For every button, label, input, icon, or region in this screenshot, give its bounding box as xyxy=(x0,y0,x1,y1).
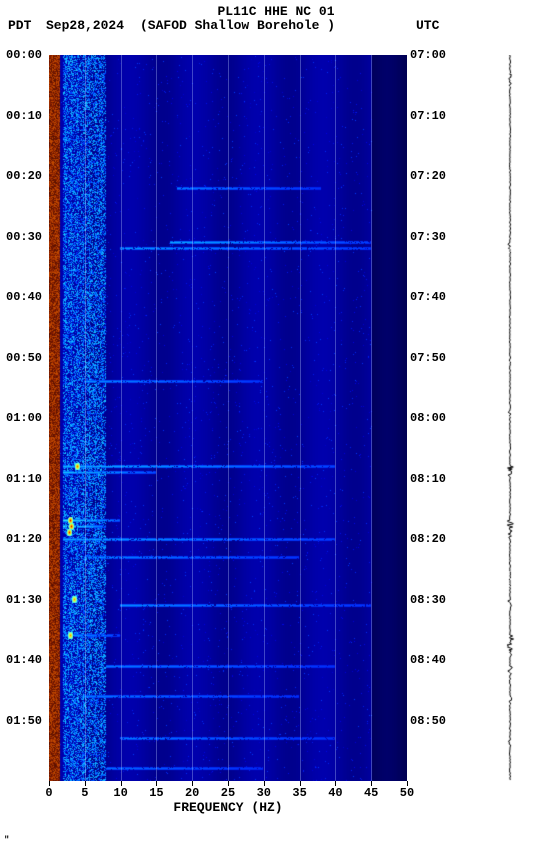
y-left-tick-label: 00:00 xyxy=(6,48,42,62)
y-left-tick-label: 00:10 xyxy=(6,109,42,123)
date-label: Sep28,2024 xyxy=(46,18,124,33)
x-tick-mark xyxy=(192,781,193,786)
x-tick-label: 25 xyxy=(221,786,235,800)
y-right-tick-label: 08:50 xyxy=(410,714,446,728)
y-right-tick-label: 07:20 xyxy=(410,169,446,183)
y-left-tick-label: 00:50 xyxy=(6,351,42,365)
tz-right-label: UTC xyxy=(416,18,439,33)
y-left-tick-label: 01:40 xyxy=(6,653,42,667)
x-tick-label: 35 xyxy=(292,786,306,800)
x-tick-mark xyxy=(407,781,408,786)
x-tick-label: 40 xyxy=(328,786,342,800)
y-left-tick-label: 01:00 xyxy=(6,411,42,425)
y-right-tick-label: 07:10 xyxy=(410,109,446,123)
gridline xyxy=(300,55,301,781)
x-tick-label: 45 xyxy=(364,786,378,800)
x-tick-label: 30 xyxy=(257,786,271,800)
trace-canvas xyxy=(500,55,520,781)
x-tick-label: 0 xyxy=(45,786,52,800)
y-right-tick-label: 07:00 xyxy=(410,48,446,62)
x-tick-mark xyxy=(228,781,229,786)
gridline xyxy=(335,55,336,781)
y-right-tick-label: 08:10 xyxy=(410,472,446,486)
gridline xyxy=(156,55,157,781)
y-right-tick-label: 08:00 xyxy=(410,411,446,425)
x-tick-mark xyxy=(121,781,122,786)
x-tick-label: 20 xyxy=(185,786,199,800)
x-tick-label: 10 xyxy=(113,786,127,800)
x-tick-label: 15 xyxy=(149,786,163,800)
gridline xyxy=(264,55,265,781)
y-left-tick-label: 01:50 xyxy=(6,714,42,728)
x-tick-mark xyxy=(264,781,265,786)
x-tick-label: 5 xyxy=(81,786,88,800)
x-tick-label: 50 xyxy=(400,786,414,800)
x-axis-label: FREQUENCY (HZ) xyxy=(49,800,407,815)
y-left-tick-label: 01:20 xyxy=(6,532,42,546)
y-left-tick-label: 00:30 xyxy=(6,230,42,244)
x-tick-mark xyxy=(156,781,157,786)
x-tick-mark xyxy=(300,781,301,786)
y-left-tick-label: 01:10 xyxy=(6,472,42,486)
spectrogram-plot xyxy=(49,55,407,781)
y-right-tick-label: 08:40 xyxy=(410,653,446,667)
y-right-tick-label: 07:40 xyxy=(410,290,446,304)
waveform-trace xyxy=(500,55,520,781)
gridline xyxy=(85,55,86,781)
y-left-tick-label: 00:20 xyxy=(6,169,42,183)
x-tick-mark xyxy=(335,781,336,786)
x-tick-mark xyxy=(49,781,50,786)
gridline xyxy=(121,55,122,781)
gridline xyxy=(192,55,193,781)
gridline xyxy=(371,55,372,781)
y-right-tick-label: 07:30 xyxy=(410,230,446,244)
footmark: " xyxy=(4,835,9,845)
y-left-tick-label: 01:30 xyxy=(6,593,42,607)
y-right-tick-label: 07:50 xyxy=(410,351,446,365)
y-right-tick-label: 08:30 xyxy=(410,593,446,607)
station-label: (SAFOD Shallow Borehole ) xyxy=(140,18,335,33)
y-right-tick-label: 08:20 xyxy=(410,532,446,546)
tz-left-label: PDT xyxy=(8,18,31,33)
x-tick-mark xyxy=(85,781,86,786)
x-tick-mark xyxy=(371,781,372,786)
y-left-tick-label: 00:40 xyxy=(6,290,42,304)
gridline xyxy=(228,55,229,781)
